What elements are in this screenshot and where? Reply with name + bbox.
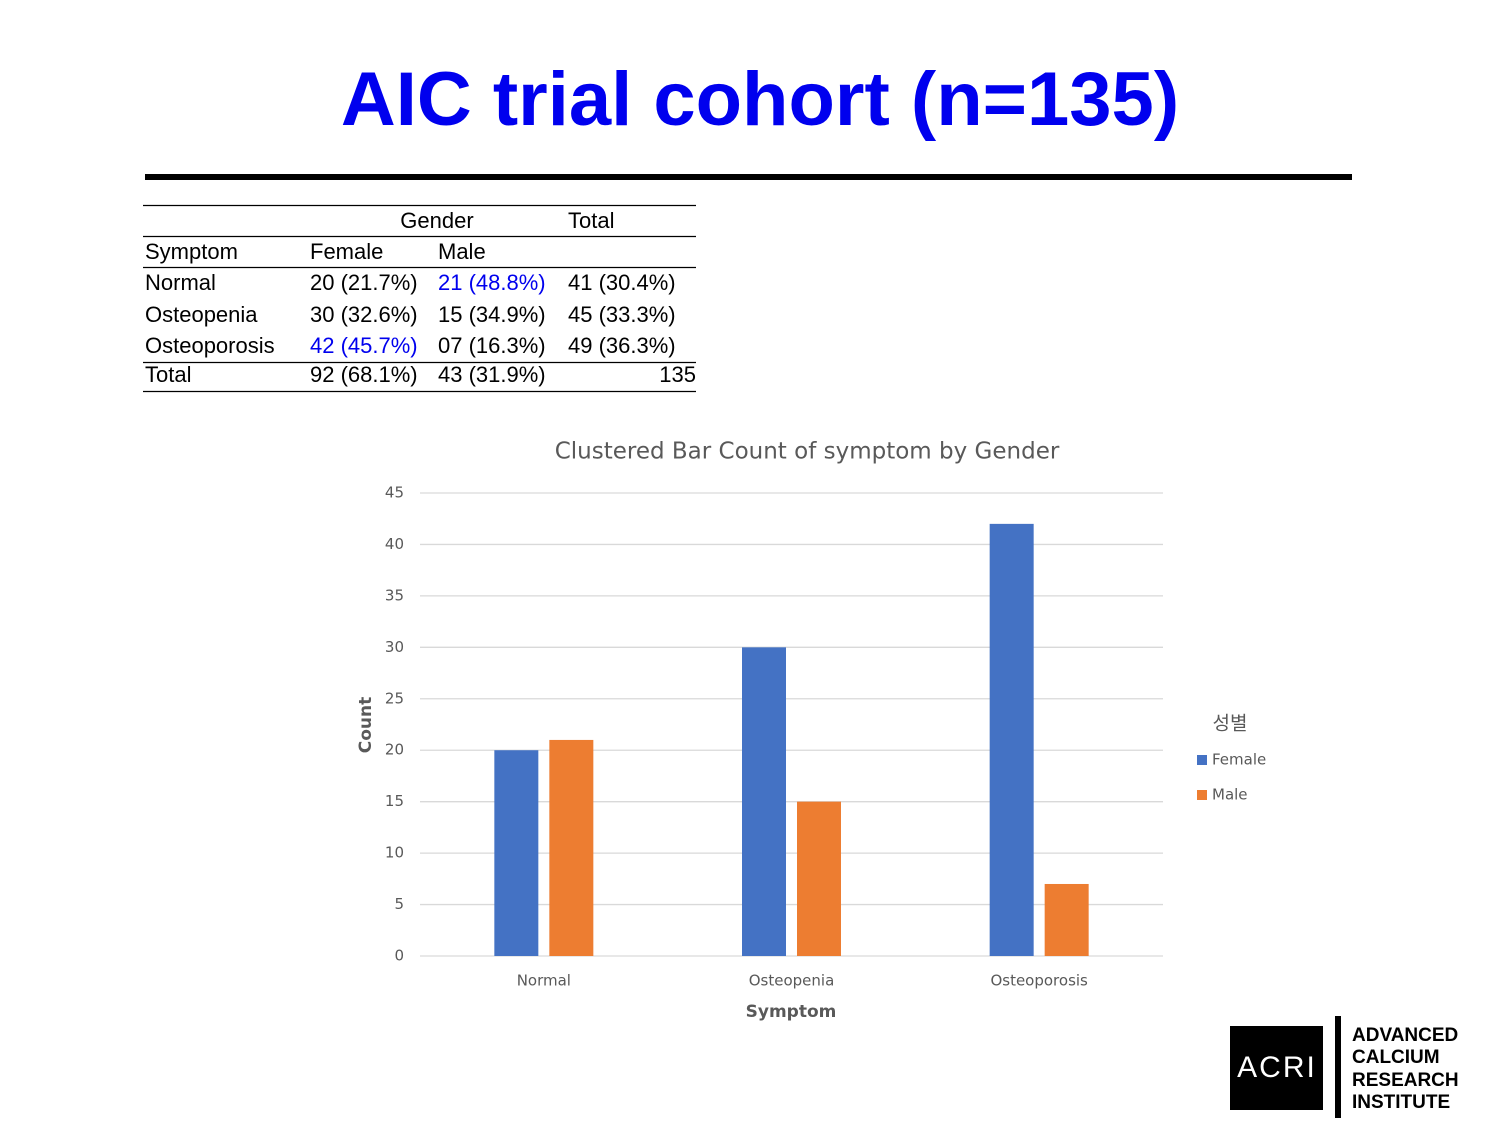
logo-text: INSTITUTE bbox=[1352, 1092, 1450, 1113]
y-tick-label: 40 bbox=[385, 535, 404, 553]
cell: 92 (68.1%) bbox=[310, 362, 418, 387]
legend-title: 성별 bbox=[1213, 713, 1248, 735]
cell: 07 (16.3%) bbox=[438, 333, 546, 358]
cell: 49 (36.3%) bbox=[568, 333, 676, 358]
legend-swatch bbox=[1197, 755, 1207, 765]
cell: Total bbox=[145, 362, 191, 387]
cell: 42 (45.7%) bbox=[310, 333, 418, 358]
group-header: Total bbox=[568, 208, 614, 233]
logo-mark: ACRI bbox=[1237, 1051, 1317, 1084]
bar bbox=[797, 801, 841, 956]
cell: 43 (31.9%) bbox=[438, 362, 546, 387]
x-tick-label: Normal bbox=[517, 972, 571, 990]
legend-label: Female bbox=[1212, 751, 1266, 769]
logo-text: ADVANCED bbox=[1352, 1025, 1458, 1046]
column-header: Female bbox=[310, 239, 383, 264]
y-tick-label: 5 bbox=[394, 895, 404, 913]
cell: 20 (21.7%) bbox=[310, 270, 418, 295]
cell: Osteopenia bbox=[145, 302, 258, 327]
cell: Osteoporosis bbox=[145, 333, 275, 358]
cell: 15 (34.9%) bbox=[438, 302, 546, 327]
slide-title: AIC trial cohort (n=135) bbox=[341, 57, 1179, 142]
bar bbox=[742, 647, 786, 956]
y-tick-label: 45 bbox=[385, 484, 404, 502]
cell: Normal bbox=[145, 270, 216, 295]
y-axis-label: Count bbox=[356, 697, 376, 754]
chart-title: Clustered Bar Count of symptom by Gender bbox=[555, 439, 1060, 465]
logo: ACRI ADVANCED CALCIUM RESEARCH INSTITUTE bbox=[1230, 1016, 1459, 1118]
y-tick-label: 30 bbox=[385, 638, 404, 656]
cell: 135 bbox=[659, 362, 696, 387]
bar bbox=[1044, 883, 1089, 956]
y-tick-label: 15 bbox=[385, 792, 404, 810]
logo-text: CALCIUM bbox=[1352, 1047, 1440, 1068]
bar bbox=[549, 739, 594, 956]
y-tick-label: 35 bbox=[385, 586, 404, 604]
y-tick-label: 0 bbox=[394, 947, 404, 965]
y-tick-label: 25 bbox=[385, 689, 404, 707]
table: Gender Total Symptom Female Male Normal … bbox=[143, 204, 696, 393]
cell: 45 (33.3%) bbox=[568, 302, 676, 327]
logo-bar bbox=[1335, 1016, 1341, 1118]
y-tick-label: 10 bbox=[385, 844, 404, 862]
x-axis-label: Symptom bbox=[746, 1002, 837, 1022]
x-tick-label: Osteoporosis bbox=[990, 972, 1088, 990]
bar bbox=[494, 750, 539, 956]
x-tick-label: Osteopenia bbox=[749, 972, 835, 990]
title-rule bbox=[145, 174, 1352, 180]
logo-box bbox=[1230, 1026, 1323, 1110]
legend-swatch bbox=[1197, 790, 1207, 800]
logo-text: RESEARCH bbox=[1352, 1070, 1459, 1091]
chart: Clustered Bar Count of symptom by Gender… bbox=[356, 439, 1266, 1023]
y-tick-label: 20 bbox=[385, 741, 404, 759]
legend-label: Male bbox=[1212, 786, 1248, 804]
cell: 21 (48.8%) bbox=[438, 270, 546, 295]
cell: 41 (30.4%) bbox=[568, 270, 676, 295]
column-header: Symptom bbox=[145, 239, 238, 264]
column-header: Male bbox=[438, 239, 486, 264]
cell: 30 (32.6%) bbox=[310, 302, 418, 327]
bar bbox=[989, 523, 1034, 956]
group-header: Gender bbox=[400, 208, 473, 233]
